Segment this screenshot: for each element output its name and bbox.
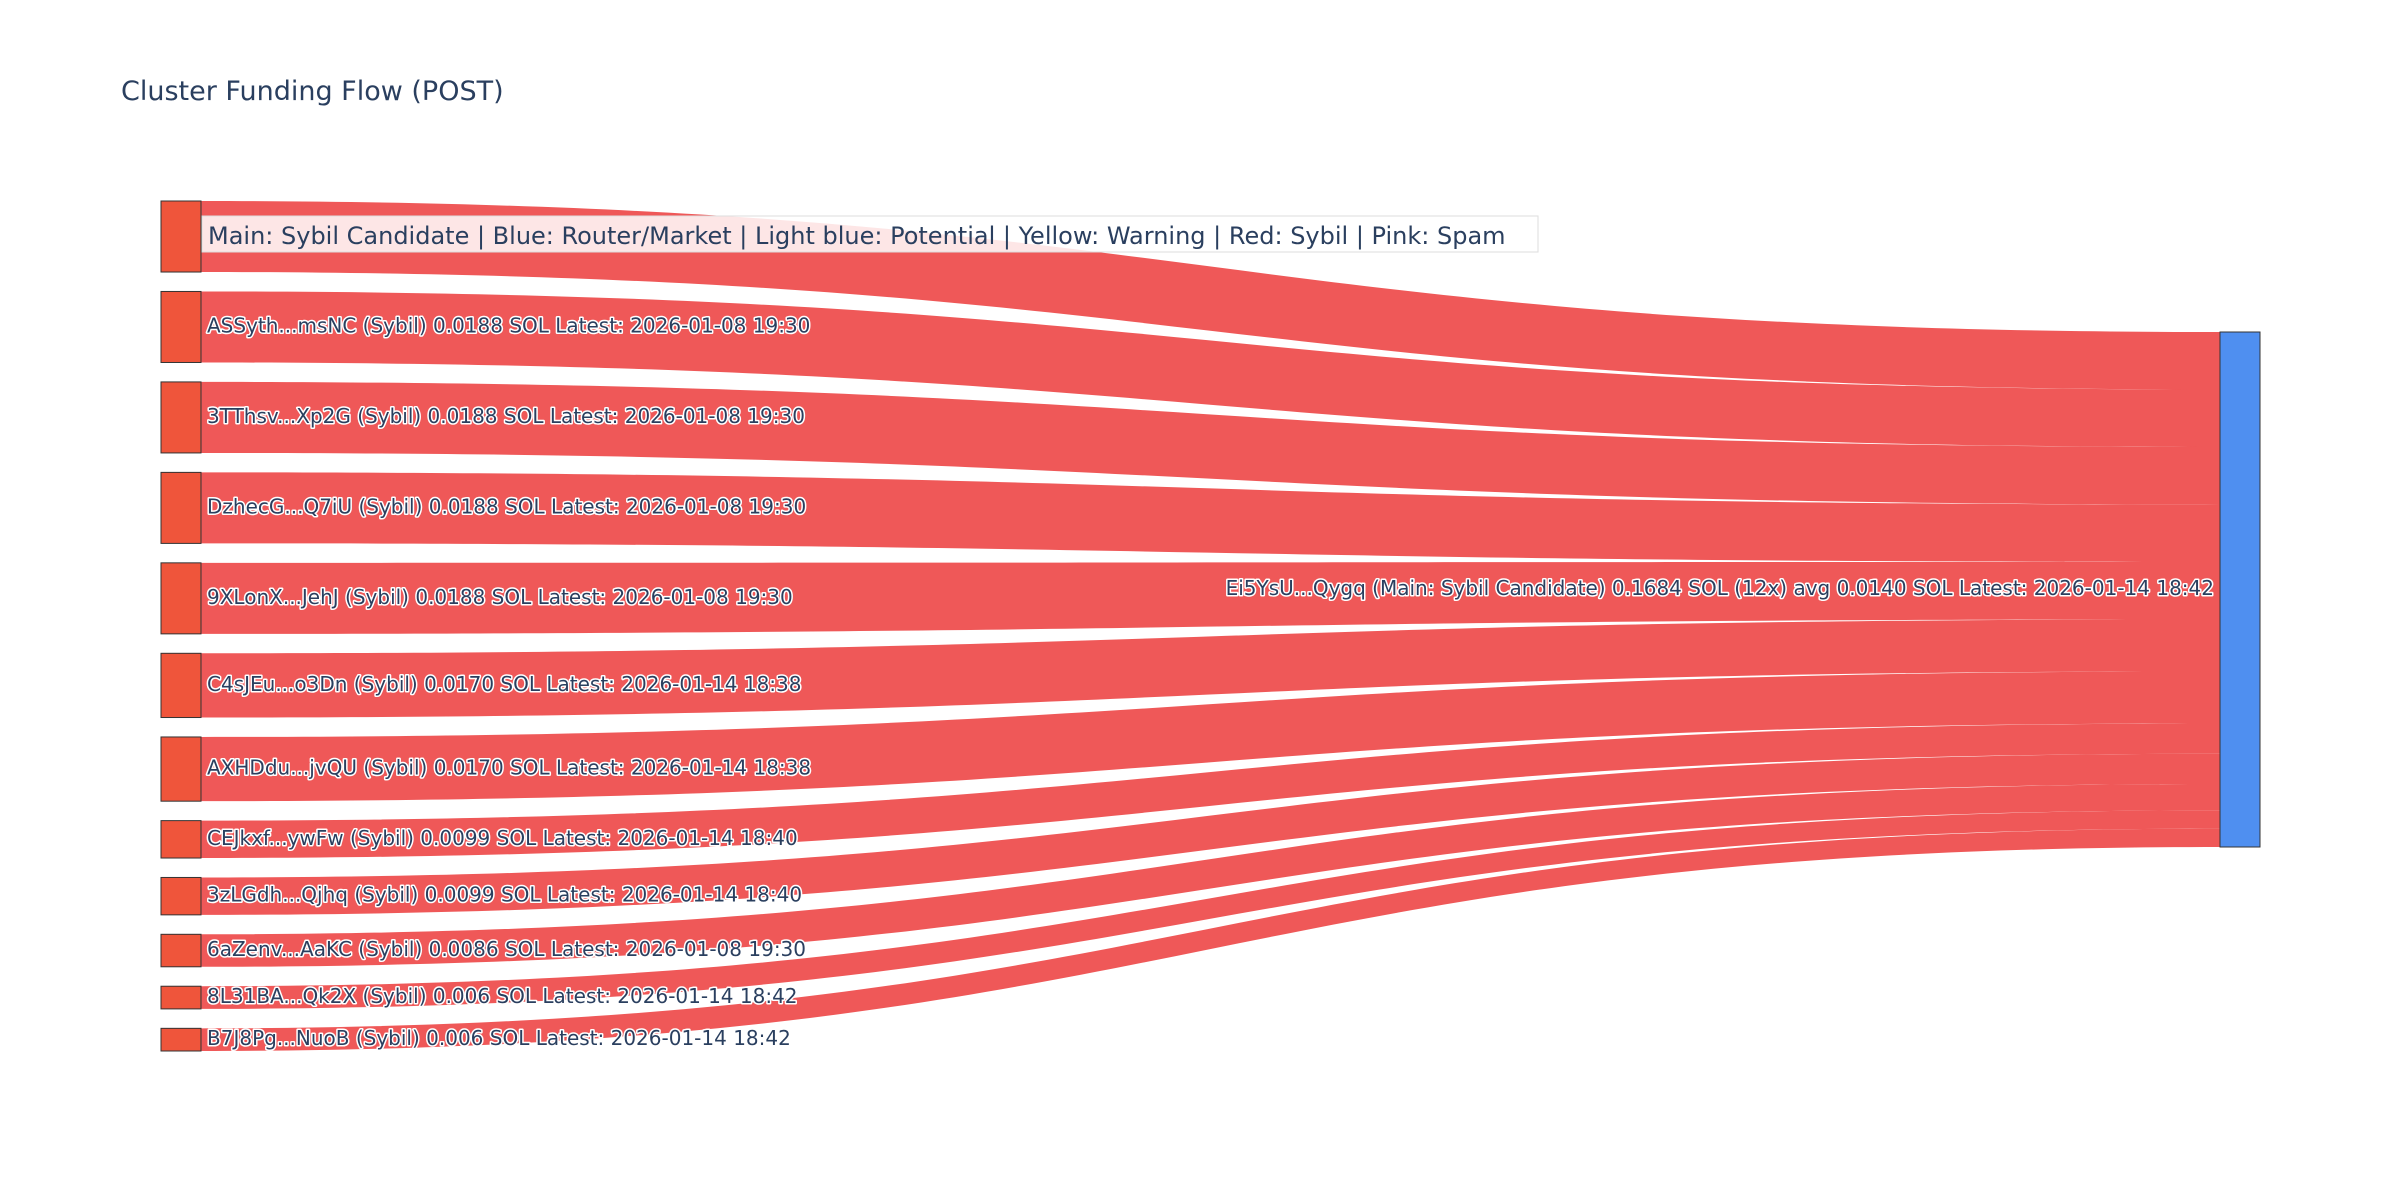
legend: Main: Sybil Candidate | Blue: Router/Mar…	[201, 215, 1539, 253]
source-label-2: 3TThsv...Xp2G (Sybil) 0.0188 SOL Latest:…	[207, 404, 805, 428]
source-node-6	[160, 736, 202, 802]
source-node-4	[160, 562, 202, 635]
source-node-0	[160, 200, 202, 273]
flow-link-5	[201, 619, 2220, 718]
flow-link-8	[201, 753, 2220, 915]
links-layer	[201, 201, 2220, 1051]
source-label-1: ASSyth...msNC (Sybil) 0.0188 SOL Latest:…	[207, 313, 810, 337]
source-node-2	[160, 381, 202, 454]
flow-link-11	[201, 828, 2220, 1051]
target-label: Ei5YsU...Qygq (Main: Sybil Candidate) 0.…	[1226, 576, 2214, 600]
legend-box	[201, 215, 1539, 253]
source-node-1	[160, 290, 202, 363]
source-label-10: 8L31BA...Qk2X (Sybil) 0.006 SOL Latest: …	[207, 984, 798, 1008]
source-label-8: 3zLGdh...Qjhq (Sybil) 0.0099 SOL Latest:…	[207, 883, 802, 907]
source-node-7	[160, 820, 202, 859]
source-node-3	[160, 471, 202, 544]
source-node-5	[160, 652, 202, 719]
source-label-6: AXHDdu...jvQU (Sybil) 0.0170 SOL Latest:…	[207, 756, 811, 780]
flow-link-3	[201, 472, 2220, 562]
flow-link-1	[201, 291, 2220, 447]
flow-link-6	[201, 671, 2220, 802]
target-node	[2219, 331, 2261, 848]
legend-text: Main: Sybil Candidate | Blue: Router/Mar…	[208, 222, 1506, 250]
flow-link-10	[201, 810, 2220, 1009]
flow-link-4	[201, 561, 2220, 634]
source-node-9	[160, 933, 202, 968]
source-node-10	[160, 985, 202, 1010]
flow-link-2	[201, 381, 2220, 505]
source-node-8	[160, 876, 202, 916]
source-label-5: C4sJEu...o3Dn (Sybil) 0.0170 SOL Latest:…	[207, 672, 802, 696]
chart-title: Cluster Funding Flow (POST)	[121, 76, 504, 107]
source-label-4: 9XLonX...JehJ (Sybil) 0.0188 SOL Latest:…	[207, 585, 793, 609]
flow-link-9	[201, 784, 2220, 967]
source-label-7: CEJkxf...ywFw (Sybil) 0.0099 SOL Latest:…	[207, 826, 798, 850]
source-node-11	[160, 1027, 202, 1052]
flow-link-7	[201, 723, 2220, 859]
nodes-layer	[160, 200, 2261, 1052]
source-label-3: DzhecG...Q7iU (Sybil) 0.0188 SOL Latest:…	[207, 494, 806, 518]
source-label-9: 6aZenv...AaKC (Sybil) 0.0086 SOL Latest:…	[207, 937, 806, 961]
labels-layer: ASSyth...msNC (Sybil) 0.0188 SOL Latest:…	[206, 312, 2216, 1052]
source-label-11: B7J8Pg...NuoB (Sybil) 0.006 SOL Latest: …	[207, 1026, 791, 1050]
